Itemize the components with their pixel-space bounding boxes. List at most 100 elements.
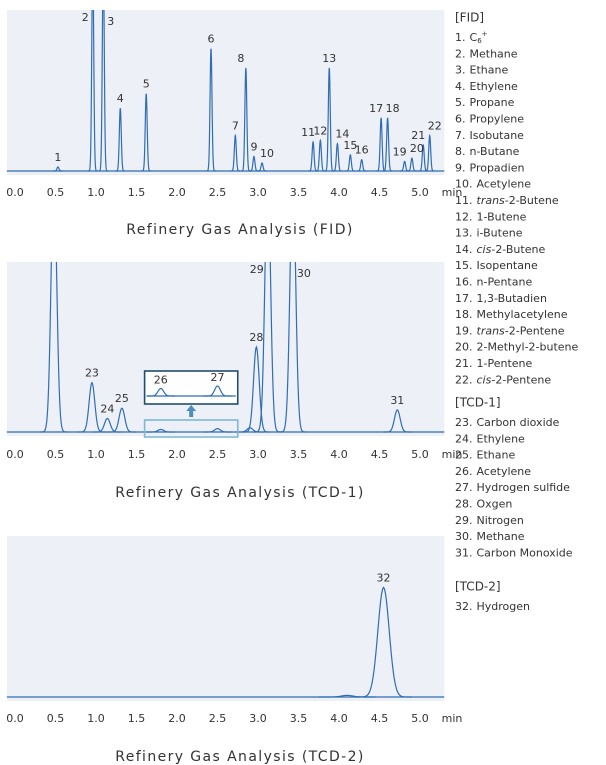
peak-label: 30 <box>297 267 311 280</box>
x-tick-label: 4.0 <box>330 186 348 199</box>
peak <box>253 262 282 433</box>
legend-item: 13. i-Butene <box>455 227 523 240</box>
legend-number: 16. <box>455 276 473 289</box>
chart-title: Refinery Gas Analysis (FID) <box>126 222 354 238</box>
peak <box>356 158 367 172</box>
x-tick-label: 4.0 <box>330 712 348 725</box>
legend-number: 23. <box>455 416 473 429</box>
peak <box>93 417 122 433</box>
peak-label: 24 <box>100 402 114 415</box>
chart-title: Refinery Gas Analysis (TCD-1) <box>115 485 365 501</box>
x-tick-label: 0.5 <box>47 448 65 461</box>
legend-item: 17. 1,3-Butadien <box>455 292 547 305</box>
legend-item: 9. Propadien <box>455 161 524 174</box>
legend-name: 1,3-Butadien <box>477 292 547 305</box>
legend-number: 1. <box>455 31 466 44</box>
legend-item: 20. 2-Methyl-2-butene <box>455 341 579 354</box>
legend-number: 4. <box>455 80 466 93</box>
chart-title: Refinery Gas Analysis (TCD-2) <box>115 749 365 765</box>
legend-number: 20. <box>455 341 473 354</box>
legend-number: 9. <box>455 161 466 174</box>
peak <box>318 694 376 698</box>
legend-name: 2-Methyl-2-butene <box>477 341 579 354</box>
zoom-arrow-head <box>186 405 197 411</box>
legend-number: 15. <box>455 259 473 272</box>
legend-number: 26. <box>455 465 473 478</box>
legend-item: 5. Propane <box>455 96 515 109</box>
x-tick-label: 4.5 <box>371 448 389 461</box>
legend-item: 11. trans-2-Butene <box>455 194 559 207</box>
x-tick-label: 1.5 <box>128 712 146 725</box>
legend-number: 11. <box>455 194 473 207</box>
legend-name: Carbon dioxide <box>477 416 560 429</box>
x-tick-label: 2.0 <box>168 186 186 199</box>
plot-background <box>6 10 445 175</box>
legend-item: 22. cis-2-Pentene <box>455 373 551 386</box>
legend-name: Propylene <box>470 113 525 126</box>
peak <box>141 93 152 172</box>
legend-item: 15. Isopentane <box>455 259 538 272</box>
legend-name: n-Pentane <box>477 276 533 289</box>
plot-background <box>6 536 445 701</box>
legend-name: Hydrogen sulfide <box>477 481 571 494</box>
peak-label: 7 <box>232 120 239 133</box>
x-tick-label: 0.5 <box>47 712 65 725</box>
legend-heading: [TCD-2] <box>455 580 501 594</box>
legend-name: Propane <box>470 96 515 109</box>
legend-name: -2-Butene <box>505 194 559 207</box>
x-tick-label: 5.0 <box>411 186 429 199</box>
peak <box>407 157 417 172</box>
legend-name: 1-Butene <box>477 210 527 223</box>
peak-label: 21 <box>411 129 425 142</box>
x-tick-label: 2.0 <box>168 712 186 725</box>
x-tick-label: 4.5 <box>371 186 389 199</box>
legend-item: 28. Oxgen <box>455 498 512 511</box>
peak <box>87 10 98 172</box>
peak-label: 11 <box>301 126 315 139</box>
peak <box>242 345 271 433</box>
plot-background <box>6 262 445 436</box>
legend-name: Methane <box>477 530 525 543</box>
x-tick-label: 0.0 <box>6 186 24 199</box>
x-tick-label: 1.0 <box>87 186 105 199</box>
zoom-region <box>143 419 239 438</box>
peak <box>230 133 241 172</box>
legend-name: -2-Pentene <box>491 373 551 386</box>
legend-number: 7. <box>455 129 466 142</box>
peak <box>424 133 435 172</box>
legend-name: Oxgen <box>477 498 513 511</box>
legend-item: 14. cis-2-Butene <box>455 243 545 256</box>
legend-heading: [FID] <box>455 11 484 25</box>
x-tick-label: 3.0 <box>249 448 267 461</box>
peak-label: 29 <box>250 263 264 276</box>
x-tick-label: 1.0 <box>87 448 105 461</box>
legend-item: 19. trans-2-Pentene <box>455 324 565 337</box>
legend-name: Acetylene <box>477 178 532 191</box>
legend-name: -2-Pentene <box>505 324 565 337</box>
legend-number: 10. <box>455 178 473 191</box>
x-tick-label: 4.0 <box>330 448 348 461</box>
x-tick-label: 1.5 <box>128 448 146 461</box>
legend-item: 26. Acetylene <box>455 465 531 478</box>
peak-label: 16 <box>355 144 369 157</box>
legend-name: Methane <box>470 47 518 60</box>
x-tick-label: 2.0 <box>168 448 186 461</box>
legend-number: 29. <box>455 514 473 527</box>
peak-label: 6 <box>208 33 215 46</box>
peak-label: 13 <box>322 52 336 65</box>
peak-label: 31 <box>390 394 404 407</box>
legend-item: 31. Carbon Monoxide <box>455 546 573 559</box>
peak <box>203 427 232 433</box>
peak-label: 22 <box>428 120 442 133</box>
legend-number: 27. <box>455 481 473 494</box>
legend-number: 6. <box>455 113 466 126</box>
x-tick-label: 3.5 <box>290 712 308 725</box>
peak <box>278 262 308 433</box>
legend-item: 23. Carbon dioxide <box>455 416 560 429</box>
peak-label: 4 <box>117 92 124 105</box>
x-tick-label: 3.0 <box>249 712 267 725</box>
peak-label: 23 <box>85 367 99 380</box>
peak <box>382 117 393 172</box>
legend-name: n-Butane <box>470 145 520 158</box>
